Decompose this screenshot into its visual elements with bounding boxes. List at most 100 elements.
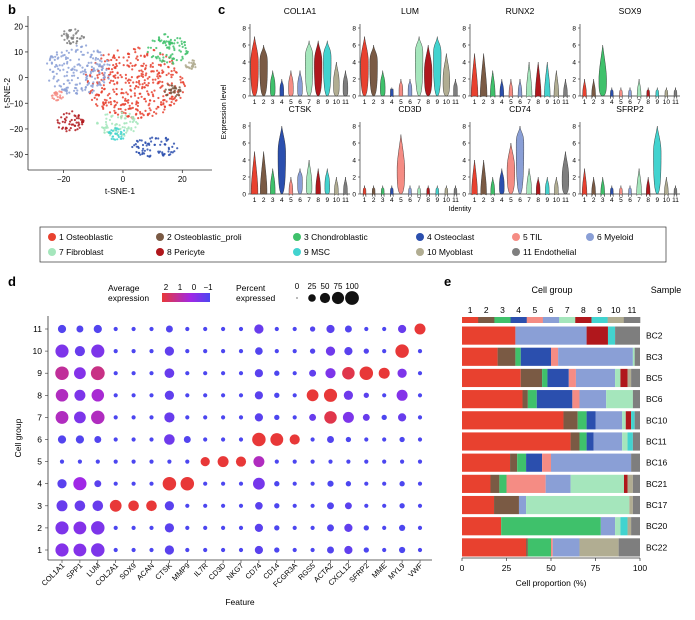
tsne-point: [103, 74, 106, 77]
tsne-point: [113, 83, 116, 86]
tsne-point: [190, 61, 193, 64]
tsne-point: [173, 67, 176, 70]
bar-BC5-6: [575, 368, 616, 388]
tsne-point: [71, 74, 74, 77]
violin-5: [288, 70, 294, 97]
tsne-point: [150, 91, 153, 94]
tsne-point: [106, 113, 109, 116]
tsne-point: [115, 62, 118, 66]
tsne-point: [137, 46, 140, 49]
y-tick-label: 4: [37, 479, 42, 489]
tsne-point: [113, 90, 116, 93]
dot-11-CD74: [254, 324, 264, 334]
y-tick-label: 4: [352, 158, 356, 165]
tsne-point: [171, 61, 174, 64]
tsne-point: [136, 55, 139, 58]
tsne-point: [167, 150, 170, 153]
tsne-point: [159, 143, 162, 146]
bar-BC17-11: [632, 495, 640, 515]
dot-10-FCGR3A: [292, 349, 297, 354]
bar-BC6-2: [522, 390, 528, 409]
dot-11-FCGR3A: [292, 326, 297, 332]
violin-7: [415, 36, 424, 97]
tsne-point: [105, 123, 108, 126]
violin-9: [324, 168, 330, 195]
tsne-point: [154, 137, 157, 140]
tsne-point: [63, 53, 66, 57]
violin-11: [453, 185, 458, 197]
tsne-point: [168, 46, 171, 49]
dot-10-RGS5: [309, 348, 316, 354]
tsne-point: [168, 60, 171, 63]
y-tick-label: 4: [572, 60, 576, 67]
dot-4-IL7R: [203, 481, 208, 486]
legend-label-3: 3 Chondroblastic: [304, 232, 369, 242]
x-tick-label: 11: [452, 99, 459, 106]
x-tick-label: 7: [637, 99, 641, 106]
tsne-point: [135, 101, 138, 104]
tsne-point: [157, 96, 160, 100]
x-tick-label: 3: [491, 99, 495, 106]
tsne-point: [55, 99, 58, 102]
tsne-point: [69, 59, 72, 62]
legend-label-6: 6 Myeloid: [597, 232, 634, 242]
tsne-point: [160, 101, 163, 104]
bar-BC17-6: [518, 495, 527, 515]
x-tick-label: 6: [408, 197, 412, 204]
tsne-point: [137, 96, 140, 100]
x-tick-label: 2: [372, 197, 376, 204]
tsne-point: [120, 137, 123, 140]
dot-9-LUM: [90, 366, 105, 381]
tsne-point: [107, 77, 110, 80]
bar-BC5-10: [627, 368, 632, 388]
tsne-point: [76, 128, 79, 131]
y-tick-label: 2: [462, 175, 466, 182]
violin-8: [315, 168, 321, 195]
tsne-point: [124, 112, 127, 115]
tsne-point: [135, 103, 138, 106]
tsne-point: [58, 90, 61, 93]
tsne-point: [104, 126, 107, 129]
tsne-point: [80, 35, 83, 38]
tsne-point: [109, 100, 112, 104]
tsne-point: [51, 96, 54, 100]
dot-7-VWF: [417, 415, 423, 420]
violin-10: [664, 176, 669, 197]
tsne-point: [161, 71, 164, 75]
tsne-point: [151, 78, 154, 81]
tsne-point: [164, 137, 167, 140]
sample-label: BC20: [646, 521, 668, 531]
x-tick-label: 3: [381, 197, 385, 204]
x-tick-label: 11: [342, 197, 349, 204]
tsne-point: [93, 69, 96, 72]
dot-9-FCGR3A: [292, 371, 297, 376]
tsne-point: [61, 127, 64, 130]
size-legend-dot: [331, 291, 345, 305]
tsne-point: [54, 55, 57, 58]
tsne-point: [65, 116, 68, 119]
dot-6-LUM: [94, 436, 102, 443]
tsne-point: [103, 131, 106, 134]
tsne-point: [149, 65, 152, 68]
tsne-point: [96, 68, 99, 71]
tsne-point: [101, 79, 104, 82]
dot-2-CD3D: [221, 525, 226, 530]
bar-BC17-2: [494, 495, 519, 515]
y-tick-label: 6: [572, 43, 576, 50]
dot-3-COL2A1: [109, 499, 122, 512]
bar-BC2-11: [615, 326, 640, 345]
violin-10: [553, 70, 559, 99]
x-tick-label: 7: [307, 99, 311, 106]
tsne-point: [110, 68, 114, 71]
dot-3-ACTA2: [327, 502, 334, 510]
tsne-point: [142, 114, 145, 117]
tsne-point: [123, 117, 126, 120]
tsne-point: [117, 56, 121, 59]
tsne-point: [81, 89, 84, 92]
tsne-point: [102, 54, 105, 57]
x-tick-label: MME: [370, 561, 389, 580]
violin-4: [277, 125, 286, 195]
x-tick-label: 3: [601, 197, 605, 204]
dot-9-CXCL12: [342, 366, 355, 380]
